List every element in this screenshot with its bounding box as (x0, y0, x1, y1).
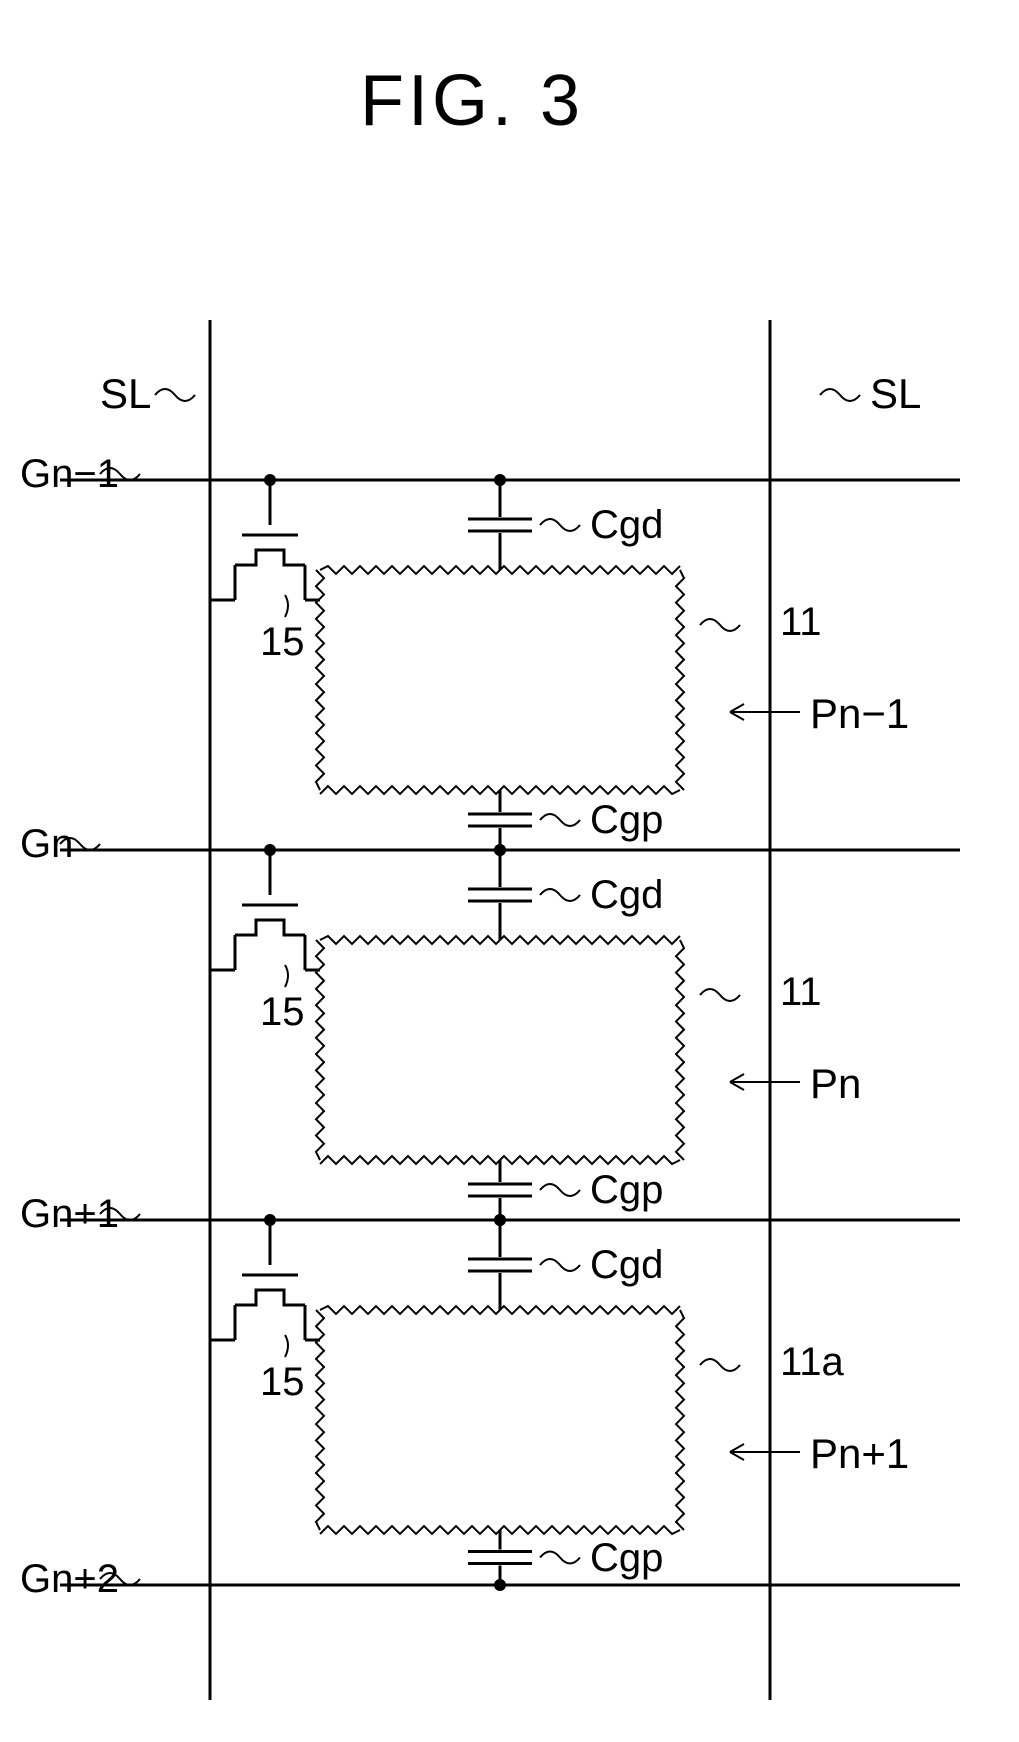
gate-label: Gn (20, 822, 73, 867)
gate-label: Gn+1 (20, 1192, 119, 1237)
cgd-label: Cgd (590, 873, 663, 918)
figure-container: FIG. 3 SLSLGn−115CgdCgp11Pn−1Gn15CgdCgp1… (0, 0, 1019, 1742)
pixel-label: Pn+1 (810, 1430, 909, 1478)
tft-label: 15 (260, 990, 305, 1035)
cgp-label: Cgp (590, 798, 663, 843)
cgd-label: Cgd (590, 1243, 663, 1288)
cgp-label: Cgp (590, 1536, 663, 1581)
gate-label: Gn+2 (20, 1557, 119, 1602)
circuit-diagram (0, 0, 1019, 1742)
tft-label: 15 (260, 620, 305, 665)
pixel-label: Pn−1 (810, 690, 909, 738)
box-num-label: 11 (780, 600, 822, 645)
sl-left-label: SL (100, 370, 151, 418)
gate-label: Gn−1 (20, 452, 119, 497)
pixel-label: Pn (810, 1060, 861, 1108)
tft-label: 15 (260, 1360, 305, 1405)
cgd-label: Cgd (590, 503, 663, 548)
sl-right-label: SL (870, 370, 921, 418)
box-num-label: 11 (780, 970, 822, 1015)
cgp-label: Cgp (590, 1168, 663, 1213)
box-num-label: 11a (780, 1340, 844, 1385)
